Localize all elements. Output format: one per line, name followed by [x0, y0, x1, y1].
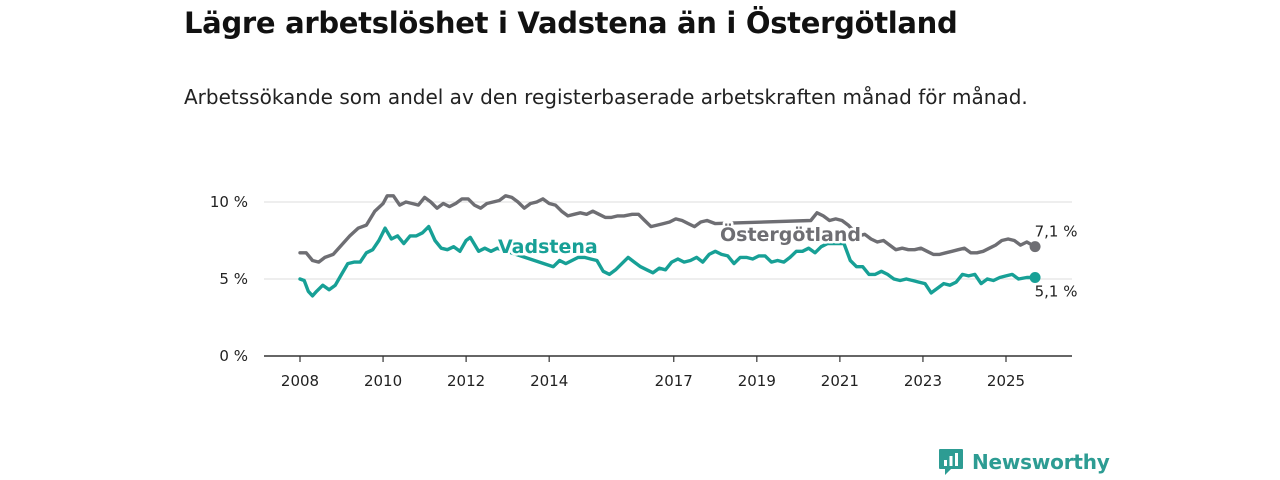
y-tick-label: 5 %	[219, 270, 248, 288]
x-tick-label: 2017	[655, 372, 693, 390]
x-tick-label: 2012	[447, 372, 485, 390]
newsworthy-logo[interactable]: Newsworthy	[938, 448, 1110, 476]
x-tick-label: 2025	[987, 372, 1025, 390]
newsworthy-logo-icon	[939, 449, 963, 475]
x-tick-label: 2014	[530, 372, 568, 390]
newsworthy-logo-text: Newsworthy	[972, 450, 1110, 474]
end-point-ostergotland	[1029, 241, 1041, 253]
series-label-vadstena: Vadstena	[498, 236, 598, 258]
end-label-ostergotland: 7,1 %	[1035, 223, 1078, 241]
grid-layer: 0 % 5 % 10 % 2008 2010 2012 2014 2017 2019 2021 20…	[210, 193, 1072, 390]
series-layer	[298, 194, 1041, 298]
x-tick-label: 2023	[904, 372, 942, 390]
end-point-vadstena	[1029, 271, 1041, 283]
label-layer: Östergötland Vadstena 7,1 % 5,1 %	[496, 220, 1078, 301]
x-tick-label: 2008	[281, 372, 319, 390]
x-tick-label: 2010	[364, 372, 402, 390]
chart-subtitle: Arbetssökande som andel av den registerb…	[184, 85, 1028, 109]
x-tick-label: 2019	[738, 372, 776, 390]
y-tick-label: 0 %	[219, 347, 248, 365]
y-tick-label: 10 %	[210, 193, 248, 211]
x-tick-label: 2021	[821, 372, 859, 390]
series-line-vadstena	[298, 224, 1037, 298]
series-line-ostergotland	[298, 194, 1037, 264]
end-label-vadstena: 5,1 %	[1035, 282, 1078, 300]
series-label-ostergotland: Östergötland	[720, 222, 861, 246]
chart-title: Lägre arbetslöshet i Vadstena än i Öster…	[184, 6, 958, 40]
